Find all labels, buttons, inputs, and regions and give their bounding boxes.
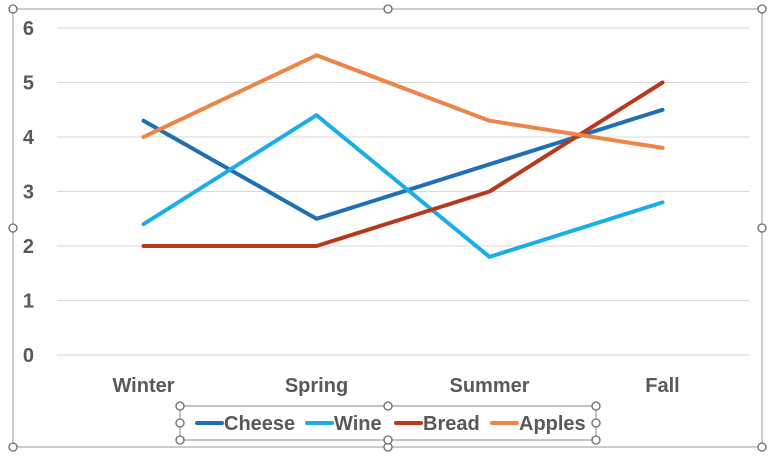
legend-resize-handle[interactable] xyxy=(591,401,601,411)
series-line-apples[interactable] xyxy=(141,53,665,150)
series-line-wine[interactable] xyxy=(141,113,665,259)
series-line-bread[interactable] xyxy=(141,80,665,248)
y-tick-label: 6 xyxy=(23,18,34,40)
legend[interactable]: Cheese Wine Bread Apples xyxy=(195,413,586,435)
legend-label: Bread xyxy=(423,413,480,435)
chart-resize-handle[interactable] xyxy=(757,223,767,233)
chart-resize-handle[interactable] xyxy=(8,442,18,452)
legend-item-wine[interactable]: Wine xyxy=(305,413,382,435)
y-tick-label: 0 xyxy=(23,345,34,367)
legend-label: Apples xyxy=(519,413,586,435)
chart-resize-handle[interactable] xyxy=(8,4,18,14)
legend-item-cheese[interactable]: Cheese xyxy=(195,413,295,435)
y-tick-label: 2 xyxy=(23,236,34,258)
y-tick-label: 1 xyxy=(23,291,34,313)
legend-resize-handle[interactable] xyxy=(591,418,601,428)
chart-resize-handle[interactable] xyxy=(383,4,393,14)
legend-resize-handle[interactable] xyxy=(383,435,393,445)
legend-label: Cheese xyxy=(224,413,295,435)
chart-resize-handle[interactable] xyxy=(757,4,767,14)
x-tick-label: Spring xyxy=(285,375,348,397)
legend-resize-handle[interactable] xyxy=(175,418,185,428)
selection-handles[interactable] xyxy=(8,4,767,452)
y-axis-ticks: 0 1 2 3 4 5 6 xyxy=(23,18,35,367)
x-tick-label: Winter xyxy=(112,375,174,397)
legend-label: Wine xyxy=(334,413,382,435)
y-tick-label: 5 xyxy=(23,73,34,95)
series-lines xyxy=(141,53,665,259)
chart-resize-handle[interactable] xyxy=(757,442,767,452)
x-tick-label: Summer xyxy=(449,375,529,397)
x-tick-label: Fall xyxy=(645,375,679,397)
legend-resize-handle[interactable] xyxy=(383,401,393,411)
chart-resize-handle[interactable] xyxy=(8,223,18,233)
legend-item-apples[interactable]: Apples xyxy=(490,413,586,435)
series-line-cheese[interactable] xyxy=(141,107,665,221)
x-axis-ticks: Winter Spring Summer Fall xyxy=(112,375,679,397)
legend-item-bread[interactable]: Bread xyxy=(394,413,480,435)
y-tick-label: 4 xyxy=(23,127,35,149)
y-tick-label: 3 xyxy=(23,182,34,204)
legend-resize-handle[interactable] xyxy=(175,435,185,445)
legend-resize-handle[interactable] xyxy=(175,401,185,411)
legend-resize-handle[interactable] xyxy=(591,435,601,445)
